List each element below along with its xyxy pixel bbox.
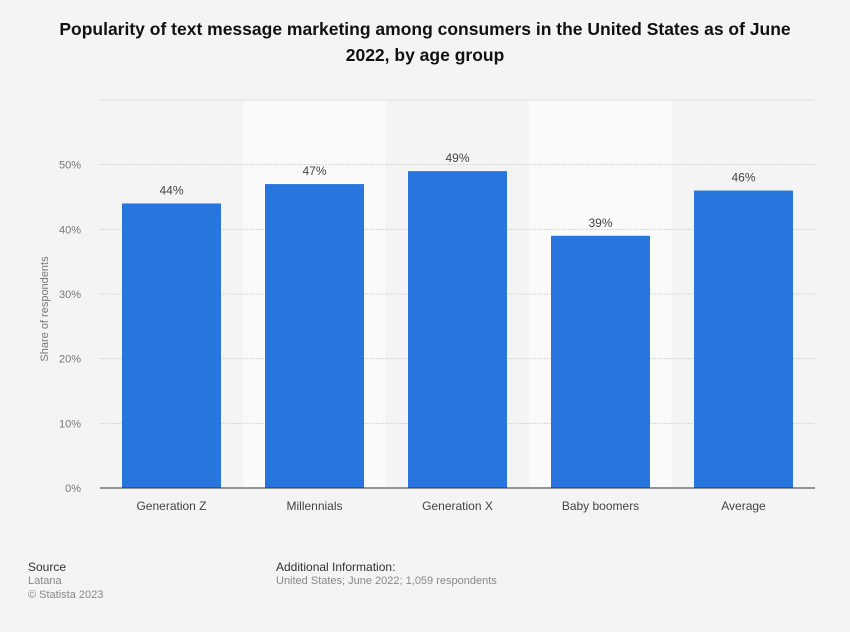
- y-tick-label: 0%: [65, 483, 81, 495]
- source-block: Source Latana © Statista 2023: [28, 560, 103, 602]
- source-name: Latana: [28, 575, 62, 587]
- y-tick-label: 10%: [59, 418, 81, 430]
- data-label: 39%: [588, 216, 612, 230]
- data-label: 49%: [445, 151, 469, 165]
- y-axis-label: Share of respondents: [39, 256, 51, 362]
- data-label: 44%: [159, 183, 183, 197]
- copyright: © Statista 2023: [28, 589, 104, 601]
- x-tick-label: Average: [721, 499, 766, 513]
- x-tick-label: Generation X: [422, 499, 493, 513]
- y-tick-label: 50%: [59, 160, 81, 172]
- y-tick-label: 30%: [59, 289, 81, 301]
- additional-info-block: Additional Information: United States; J…: [276, 560, 497, 588]
- data-label: 47%: [302, 164, 326, 178]
- chart-title: Popularity of text message marketing amo…: [59, 19, 791, 65]
- bar: [265, 184, 364, 489]
- bar: [408, 171, 507, 488]
- bar: [122, 203, 221, 488]
- x-tick-label: Millennials: [286, 499, 342, 513]
- info-heading: Additional Information:: [276, 560, 396, 574]
- bar: [694, 190, 793, 489]
- bar: [551, 235, 650, 488]
- y-tick-label: 40%: [59, 224, 81, 236]
- y-tick-label: 20%: [59, 354, 81, 366]
- x-tick-label: Generation Z: [136, 499, 206, 513]
- source-heading: Source: [28, 560, 67, 574]
- data-label: 46%: [731, 171, 755, 185]
- x-tick-label: Baby boomers: [562, 499, 639, 513]
- info-text: United States; June 2022; 1,059 responde…: [276, 575, 497, 587]
